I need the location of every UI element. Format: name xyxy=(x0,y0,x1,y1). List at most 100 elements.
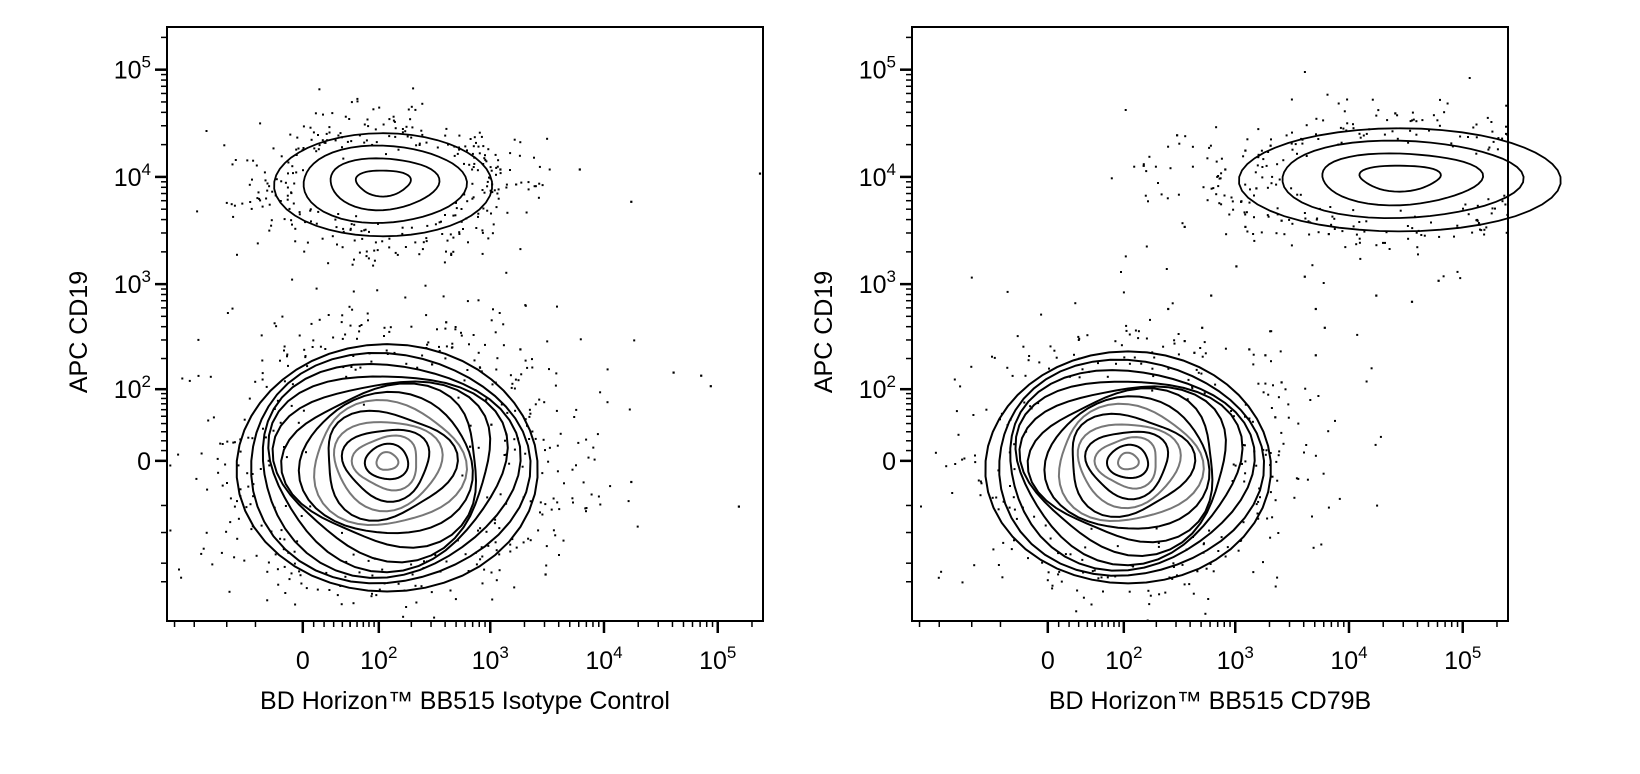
event-dot xyxy=(1269,330,1272,333)
event-dot xyxy=(1468,77,1471,79)
event-dot xyxy=(337,213,340,215)
event-dot xyxy=(360,230,363,233)
event-dot xyxy=(469,424,472,427)
event-dot xyxy=(1494,207,1496,210)
event-dot xyxy=(328,126,331,129)
event-dot xyxy=(590,493,593,496)
event-dot xyxy=(1391,130,1394,133)
y-tick-label: 102 xyxy=(859,372,896,404)
event-dot xyxy=(254,380,257,383)
event-dot xyxy=(1265,164,1268,167)
event-dot xyxy=(1322,472,1325,475)
event-dot xyxy=(1256,164,1259,167)
contour-line xyxy=(271,380,492,564)
event-dot xyxy=(555,409,558,412)
event-dot xyxy=(274,553,277,556)
event-dot xyxy=(297,147,300,150)
event-dot xyxy=(246,472,249,475)
event-dot xyxy=(454,598,457,601)
event-dot xyxy=(336,243,338,246)
event-dot xyxy=(1181,222,1184,225)
contour-line xyxy=(998,358,1266,577)
event-dot xyxy=(558,554,560,556)
event-dot xyxy=(1504,203,1507,206)
event-dot xyxy=(538,182,541,185)
event-dot xyxy=(290,191,293,194)
event-dot xyxy=(1450,142,1453,145)
event-dot xyxy=(1231,200,1234,203)
event-dot xyxy=(1242,444,1245,446)
event-dot xyxy=(360,324,363,326)
event-dot xyxy=(232,215,235,218)
event-dot xyxy=(388,118,391,121)
event-dot xyxy=(231,307,234,310)
contour-lines-layer xyxy=(984,127,1562,585)
event-dot xyxy=(1132,565,1135,568)
event-dot xyxy=(1291,131,1293,134)
event-dot xyxy=(977,479,980,482)
contour-line xyxy=(1009,369,1256,572)
event-dot xyxy=(286,198,289,201)
event-dot xyxy=(1084,546,1087,549)
event-dot xyxy=(506,211,509,214)
event-dot xyxy=(1421,119,1424,122)
event-dot xyxy=(481,555,484,558)
event-dot xyxy=(288,578,291,581)
event-dot xyxy=(531,366,534,369)
event-dot xyxy=(478,152,481,155)
event-dot xyxy=(1304,387,1307,390)
contour-line xyxy=(332,421,444,513)
event-dot xyxy=(445,127,448,130)
event-dot xyxy=(556,305,558,308)
event-dot xyxy=(505,271,508,274)
event-dot xyxy=(945,465,948,468)
tick-exponent: 2 xyxy=(1133,643,1142,662)
event-dot xyxy=(1257,382,1260,385)
event-dot xyxy=(506,411,509,414)
event-dot xyxy=(255,164,258,167)
outlier-point xyxy=(1244,225,1247,228)
event-dot xyxy=(1055,356,1058,359)
event-dot xyxy=(534,437,537,440)
event-dot xyxy=(529,412,532,415)
event-dot xyxy=(1237,549,1240,552)
event-dot xyxy=(497,159,500,162)
event-dot xyxy=(323,141,326,144)
event-dot xyxy=(425,240,428,243)
event-dot xyxy=(1024,374,1027,377)
event-dot xyxy=(1091,570,1094,573)
event-dot xyxy=(212,416,215,419)
event-dot xyxy=(286,353,289,356)
event-dot xyxy=(306,241,309,244)
event-dot xyxy=(234,159,237,161)
event-dot xyxy=(498,569,501,572)
event-dot xyxy=(342,227,345,230)
event-dot xyxy=(1342,127,1345,130)
tick-exponent: 4 xyxy=(142,160,151,179)
event-dot xyxy=(342,157,345,160)
event-dot xyxy=(1375,244,1378,247)
event-dot xyxy=(354,368,357,371)
event-dot xyxy=(486,496,489,499)
event-dot xyxy=(375,594,378,597)
event-dot xyxy=(1077,335,1080,338)
event-dot xyxy=(475,141,477,144)
event-dot xyxy=(414,584,417,587)
event-dot xyxy=(359,366,362,369)
event-dot xyxy=(272,147,275,150)
event-dot xyxy=(1365,220,1368,223)
event-dot xyxy=(582,481,585,484)
event-dot xyxy=(233,204,236,207)
outlier-point xyxy=(630,480,633,484)
event-dot xyxy=(556,444,559,447)
event-dot xyxy=(457,396,460,399)
tick-base: 10 xyxy=(114,271,142,299)
event-dot xyxy=(495,166,498,169)
event-dot xyxy=(229,521,232,524)
event-dot xyxy=(1279,350,1282,353)
event-dot xyxy=(1013,508,1016,511)
event-dot xyxy=(200,552,203,555)
event-dot xyxy=(495,368,498,371)
event-dot xyxy=(940,570,943,573)
outlier-point xyxy=(578,168,581,171)
